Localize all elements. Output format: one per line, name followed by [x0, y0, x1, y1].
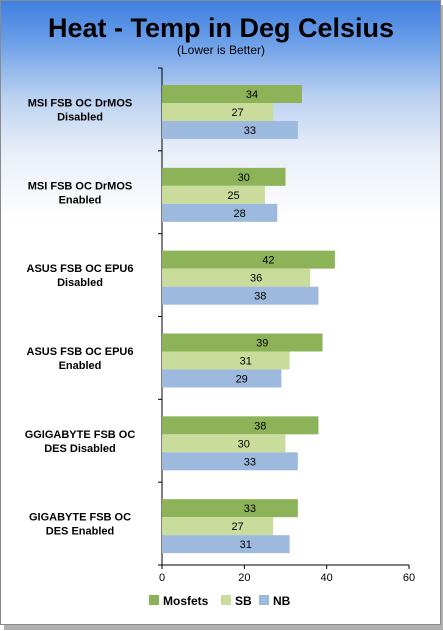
bar-mosfets [162, 85, 302, 103]
legend-swatch-sb [221, 595, 231, 605]
data-label: 33 [244, 456, 256, 468]
category-label: MSI FSB OC DrMOS [28, 97, 133, 109]
x-tick-label: 40 [321, 572, 333, 584]
legend-swatch-nb [259, 595, 269, 605]
bar-mosfets [162, 167, 286, 186]
legend: Mosfets SB NB [149, 594, 291, 608]
bar-nb [162, 121, 298, 139]
x-tick-label: 20 [238, 572, 250, 584]
category-label: GGIGABYTE FSB OC [25, 429, 136, 441]
bar-sb [162, 268, 311, 287]
data-label: 38 [254, 291, 266, 303]
data-label: 33 [244, 503, 256, 515]
data-label: 39 [256, 338, 268, 350]
data-label: 34 [246, 89, 258, 101]
bar-nb [162, 369, 282, 388]
bar-nb [162, 535, 290, 554]
bar-mosfets [162, 250, 335, 269]
category-label: MSI FSB OC DrMOS [28, 180, 133, 192]
data-label: 25 [227, 190, 239, 202]
data-label: 27 [231, 521, 243, 533]
chart-subtitle: (Lower is Better) [177, 43, 265, 57]
category-label: ASUS FSB OC EPU6 [27, 346, 134, 358]
bar-nb [162, 203, 278, 222]
category-label: Enabled [59, 360, 102, 372]
bar-nb [162, 286, 319, 305]
bar-mosfets [162, 333, 323, 352]
category-label: ASUS FSB OC EPU6 [27, 263, 134, 275]
category-label: Enabled [59, 194, 102, 206]
bar-nb [162, 452, 298, 471]
x-tick-label: 0 [159, 572, 165, 584]
data-label: 36 [250, 273, 262, 285]
legend-label-sb: SB [235, 594, 252, 608]
bar-sb [162, 185, 265, 204]
data-label: 33 [244, 125, 256, 137]
category-label: GIGABYTE FSB OC [29, 512, 131, 524]
data-label: 27 [231, 107, 243, 119]
data-label: 29 [236, 374, 248, 386]
category-label: DES Disabled [44, 443, 116, 455]
data-label: 28 [234, 208, 246, 220]
bar-mosfets [162, 416, 319, 435]
legend-label-nb: NB [273, 594, 291, 608]
bar-sb [162, 517, 274, 536]
data-label: 31 [240, 356, 252, 368]
data-label: 30 [238, 172, 250, 184]
data-label: 31 [240, 539, 252, 551]
bar-mosfets [162, 499, 298, 518]
category-label: Disabled [57, 111, 103, 123]
data-label: 42 [262, 255, 274, 267]
data-label: 30 [238, 438, 250, 450]
data-label: 38 [254, 420, 266, 432]
bar-sb [162, 103, 274, 121]
chart-title: Heat - Temp in Deg Celsius [48, 13, 394, 43]
category-label: Disabled [57, 277, 103, 289]
category-label: DES Enabled [46, 526, 114, 538]
legend-label-mosfets: Mosfets [163, 594, 209, 608]
bar-sb [162, 351, 290, 370]
bar-sb [162, 434, 286, 453]
x-tick-label: 60 [403, 572, 415, 584]
legend-swatch-mosfets [149, 595, 159, 605]
